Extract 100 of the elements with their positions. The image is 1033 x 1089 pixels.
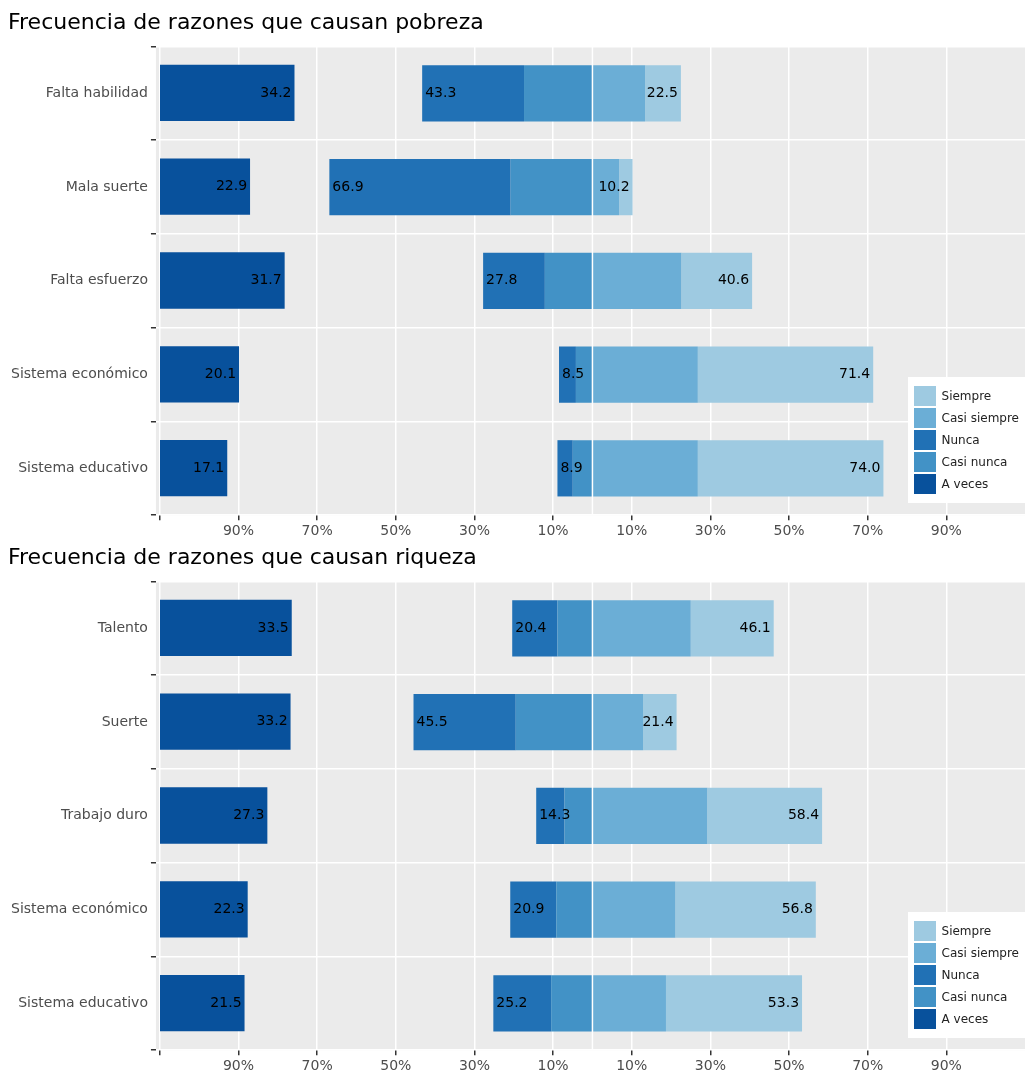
- data-label: 22.3: [213, 900, 245, 917]
- data-label: 31.7: [250, 271, 282, 288]
- x-tick-label: 30%: [458, 522, 491, 539]
- bar: [524, 65, 593, 122]
- bar: [329, 158, 511, 216]
- y-tick-label: Falta habilidad: [45, 83, 148, 100]
- legend-label: Casi siempre: [941, 946, 1019, 960]
- bar: [483, 252, 545, 309]
- annotation: 20.9: [513, 900, 545, 917]
- annotation: 14.3: [539, 806, 571, 823]
- x-tick-label: 90%: [930, 1057, 962, 1074]
- bar: [510, 881, 557, 938]
- annotation: 22.5: [646, 83, 678, 100]
- legend-label: Casi nunca: [941, 990, 1008, 1004]
- bar: [159, 693, 291, 751]
- annotation: 40.6: [717, 271, 750, 288]
- x-tick-label: 50%: [773, 522, 805, 539]
- data-label: 20.1: [204, 365, 236, 382]
- legend-label: Nunca: [941, 433, 980, 447]
- annotation: 8.5: [562, 365, 585, 382]
- bar: [592, 440, 698, 497]
- bar: [592, 600, 691, 657]
- bar: [681, 252, 753, 309]
- data-label: 17.1: [192, 459, 225, 476]
- bar: [665, 975, 803, 1032]
- x-tick-label: 10%: [616, 1057, 648, 1074]
- bar: [159, 158, 250, 216]
- x-tick-label: 50%: [380, 522, 412, 539]
- bar: [515, 693, 593, 751]
- bar: [592, 693, 644, 751]
- x-tick-label: 10%: [616, 522, 648, 539]
- x-tick-label: 50%: [773, 1057, 805, 1074]
- annotation: 66.9: [332, 177, 364, 194]
- data-label: 21.5: [210, 994, 242, 1011]
- x-tick-label: 90%: [930, 522, 962, 539]
- bar: [159, 65, 295, 122]
- y-tick-label: Sistema económico: [10, 365, 148, 382]
- bar: [413, 693, 516, 751]
- annotation: 71.4: [839, 365, 871, 382]
- bar: [159, 440, 228, 497]
- x-tick-label: 70%: [852, 522, 884, 539]
- bar: [675, 881, 816, 938]
- bar: [544, 252, 593, 309]
- bar: [643, 693, 677, 751]
- bar: [592, 346, 698, 403]
- bar: [697, 440, 884, 497]
- bar: [592, 975, 666, 1032]
- chart-title: Frecuencia de razones que causan pobreza: [8, 8, 484, 34]
- y-tick-label: Sistema educativo: [18, 458, 148, 475]
- annotation: 45.5: [416, 712, 448, 729]
- annotation: 58.4: [787, 806, 820, 823]
- data-label: 27.3: [233, 806, 265, 823]
- bar: [159, 600, 292, 657]
- x-tick-label: 50%: [380, 1057, 412, 1074]
- annotation: 25.2: [496, 993, 528, 1010]
- bar: [493, 975, 552, 1032]
- chart-title: Frecuencia de razones que causan riqueza: [8, 543, 477, 569]
- legend-label: A veces: [941, 1012, 989, 1026]
- annotation: 74.0: [849, 458, 881, 475]
- x-tick-label: 30%: [458, 1057, 491, 1074]
- x-tick-label: 70%: [852, 1057, 884, 1074]
- bar: [512, 600, 558, 657]
- bar: [557, 600, 593, 657]
- bar: [551, 975, 593, 1032]
- bar: [592, 787, 708, 844]
- bar: [697, 346, 874, 403]
- x-tick-label: 30%: [694, 522, 726, 539]
- bar: [159, 252, 285, 310]
- bar: [159, 346, 239, 403]
- y-tick-label: Mala suerte: [65, 177, 148, 194]
- x-tick-label: 90%: [222, 522, 255, 539]
- bar: [556, 881, 593, 938]
- bar: [159, 881, 248, 938]
- bar: [592, 881, 676, 938]
- annotation: 10.2: [598, 177, 630, 194]
- legend-label: Casi siempre: [941, 411, 1019, 425]
- x-tick-label: 70%: [301, 522, 333, 539]
- x-tick-label: 10%: [537, 1057, 569, 1074]
- data-label: 34.2: [260, 83, 292, 100]
- bar: [707, 787, 823, 844]
- legend-label: Nunca: [941, 968, 980, 982]
- x-tick-label: 90%: [222, 1057, 255, 1074]
- data-label: 33.2: [256, 712, 288, 729]
- y-tick-label: Talento: [96, 618, 148, 635]
- annotation: 53.3: [767, 993, 800, 1010]
- annotation: 56.8: [781, 900, 813, 917]
- bar: [592, 252, 682, 309]
- y-tick-label: Sistema educativo: [18, 993, 148, 1010]
- annotation: 27.8: [486, 271, 518, 288]
- bar: [159, 787, 268, 845]
- legend-label: Siempre: [941, 389, 992, 403]
- bar: [645, 65, 681, 122]
- legend-label: Siempre: [941, 924, 992, 938]
- y-tick-label: Trabajo duro: [59, 806, 148, 823]
- annotation: 46.1: [739, 618, 771, 635]
- y-tick-label: Sistema económico: [10, 900, 148, 917]
- bar: [690, 600, 774, 657]
- legend-label: Casi nunca: [941, 455, 1008, 469]
- annotation: 8.9: [560, 458, 583, 475]
- legend-label: A veces: [941, 477, 989, 491]
